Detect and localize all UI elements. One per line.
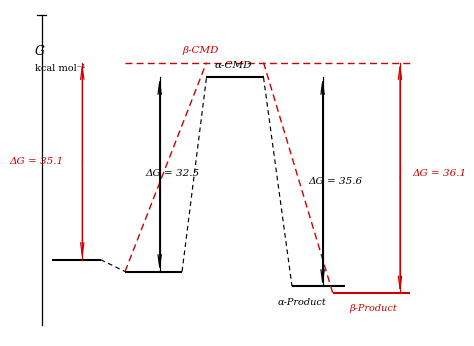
Text: α-Product: α-Product <box>278 298 327 307</box>
Text: ΔG = 35.6: ΔG = 35.6 <box>308 177 363 186</box>
Text: β-CMD: β-CMD <box>182 46 219 55</box>
Text: ΔG = 32.5: ΔG = 32.5 <box>146 169 200 177</box>
Text: ΔG = 35.1: ΔG = 35.1 <box>9 156 63 165</box>
Text: kcal mol⁻¹: kcal mol⁻¹ <box>35 64 85 73</box>
Text: β-Product: β-Product <box>350 304 397 313</box>
Text: ΔG = 36.1: ΔG = 36.1 <box>412 169 466 177</box>
Text: G: G <box>35 45 45 57</box>
Text: α-CMD: α-CMD <box>214 61 252 70</box>
